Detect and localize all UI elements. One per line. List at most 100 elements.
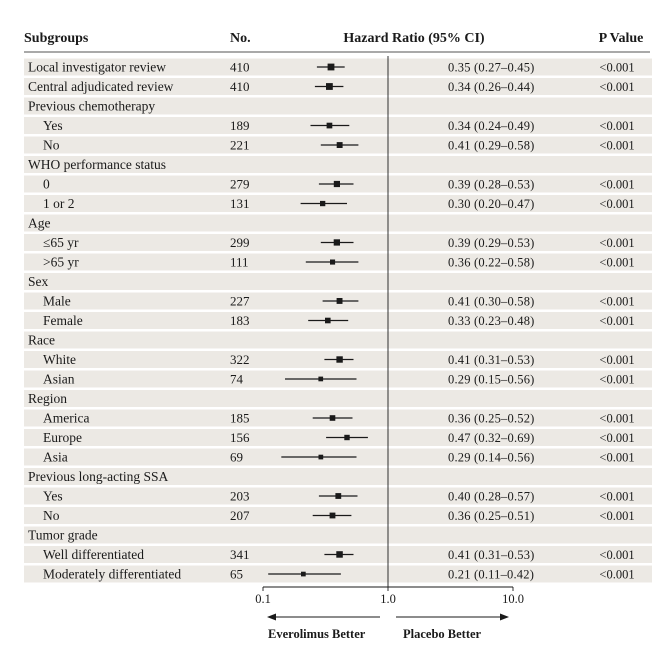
ci-text: 0.41 (0.29–0.58) (448, 139, 535, 153)
hr-point (333, 180, 340, 188)
hr-point (336, 356, 343, 363)
row-label: Previous long-acting SSA (28, 469, 168, 484)
subgroup-header-8: Age (28, 216, 51, 231)
row-label: White (43, 352, 76, 367)
p-value: <0.001 (599, 509, 634, 523)
row-n: 341 (230, 547, 250, 562)
right-arrowhead-icon (500, 613, 509, 621)
row-label: No (43, 138, 60, 153)
row-band (24, 156, 652, 173)
row-n: 279 (230, 177, 250, 192)
subgroup-row-7: 1 or 2 131 0.30 (0.20–0.47) <0.001 (43, 196, 635, 211)
tick-label: 0.1 (255, 592, 271, 606)
row-n: 156 (230, 430, 250, 445)
row-label: Tumor grade (28, 528, 98, 543)
row-label: America (43, 411, 89, 426)
row-label: Well differentiated (43, 547, 144, 562)
row-n: 410 (230, 79, 250, 94)
subgroup-row-16: Asian 74 0.29 (0.15–0.56) <0.001 (43, 372, 635, 387)
subgroup-header-11: Sex (28, 274, 49, 289)
row-band (24, 468, 652, 485)
row-band (24, 331, 652, 349)
subgroup-row-10: >65 yr 111 0.36 (0.22–0.58) <0.001 (43, 255, 635, 270)
hr-point (318, 454, 324, 460)
p-value: <0.001 (599, 61, 634, 75)
hr-point (329, 415, 336, 421)
row-n: 203 (230, 489, 250, 504)
ci-text: 0.41 (0.31–0.53) (448, 548, 535, 562)
p-value: <0.001 (599, 353, 634, 367)
p-value: <0.001 (599, 80, 634, 94)
row-n: 111 (230, 255, 249, 270)
row-band (24, 526, 652, 544)
ci-text: 0.47 (0.32–0.69) (448, 431, 535, 445)
subgroup-row-9: ≤65 yr 299 0.39 (0.29–0.53) <0.001 (43, 235, 635, 250)
subgroup-row-19: Europe 156 0.47 (0.32–0.69) <0.001 (43, 430, 635, 445)
hr-point (325, 317, 331, 324)
row-label: Yes (43, 489, 63, 504)
hr-point (327, 63, 335, 71)
hr-point (326, 122, 333, 129)
subgroup-row-15: White 322 0.41 (0.31–0.53) <0.001 (43, 352, 635, 367)
subgroup-row-1: Central adjudicated review 410 0.34 (0.26–… (28, 79, 635, 94)
header-n: No. (230, 31, 251, 46)
hr-point (330, 259, 336, 265)
subgroup-row-23: No 207 0.36 (0.25–0.51) <0.001 (43, 508, 635, 523)
ci-text: 0.34 (0.24–0.49) (448, 119, 535, 133)
subgroup-row-26: Moderately differentiated 65 0.21 (0.11–0.… (43, 567, 635, 582)
hr-point (326, 83, 333, 90)
row-band (24, 390, 652, 407)
p-value: <0.001 (599, 178, 634, 192)
row-band (24, 214, 652, 232)
footer-left: Everolimus Better (268, 627, 366, 641)
subgroup-header-2: Previous chemotherapy (28, 99, 155, 114)
subgroup-header-5: WHO performance status (28, 157, 166, 172)
subgroup-row-25: Well differentiated 341 0.41 (0.31–0.53) <0… (43, 547, 635, 562)
hr-point (336, 142, 343, 148)
row-label: Moderately differentiated (43, 567, 181, 582)
tick-label: 1.0 (380, 592, 396, 606)
row-label: Region (28, 391, 67, 406)
row-label: Asia (43, 450, 68, 465)
p-value: <0.001 (599, 431, 634, 445)
p-value: <0.001 (599, 373, 634, 387)
row-n: 299 (230, 235, 250, 250)
subgroup-row-13: Female 183 0.33 (0.23–0.48) <0.001 (43, 313, 635, 328)
p-value: <0.001 (599, 548, 634, 562)
row-label: ≤65 yr (43, 235, 79, 250)
row-n: 185 (230, 411, 250, 426)
hr-point (301, 571, 306, 577)
row-n: 65 (230, 567, 243, 582)
p-value: <0.001 (599, 490, 634, 504)
ci-text: 0.35 (0.27–0.45) (448, 61, 535, 75)
header-hazard-ratio: Hazard Ratio (95% CI) (343, 31, 484, 46)
row-label: Central adjudicated review (28, 79, 174, 94)
x-axis: 0.1 1.0 10.0 (255, 56, 524, 621)
row-band (24, 273, 652, 290)
row-label: WHO performance status (28, 157, 166, 172)
ci-text: 0.40 (0.28–0.57) (448, 490, 535, 504)
footer-right: Placebo Better (403, 627, 482, 641)
ci-text: 0.29 (0.14–0.56) (448, 451, 535, 465)
row-n: 322 (230, 352, 250, 367)
row-label: Age (28, 216, 51, 231)
ci-text: 0.30 (0.20–0.47) (448, 197, 535, 211)
row-label: Europe (43, 430, 82, 445)
hr-point (335, 493, 342, 499)
p-value: <0.001 (599, 568, 634, 582)
ci-text: 0.34 (0.26–0.44) (448, 80, 535, 94)
subgroup-header-21: Previous long-acting SSA (28, 469, 168, 484)
row-label: 0 (43, 177, 50, 192)
p-value: <0.001 (599, 139, 634, 153)
hr-point (329, 512, 336, 519)
hr-point (336, 298, 343, 304)
row-label: Asian (43, 372, 75, 387)
p-value: <0.001 (599, 451, 634, 465)
row-n: 410 (230, 60, 250, 75)
row-label: Previous chemotherapy (28, 99, 155, 114)
row-n: 221 (230, 138, 250, 153)
row-n: 131 (230, 196, 250, 211)
rows: Local investigator review 410 0.35 (0.27–0… (28, 60, 635, 582)
subgroup-header-17: Region (28, 391, 67, 406)
